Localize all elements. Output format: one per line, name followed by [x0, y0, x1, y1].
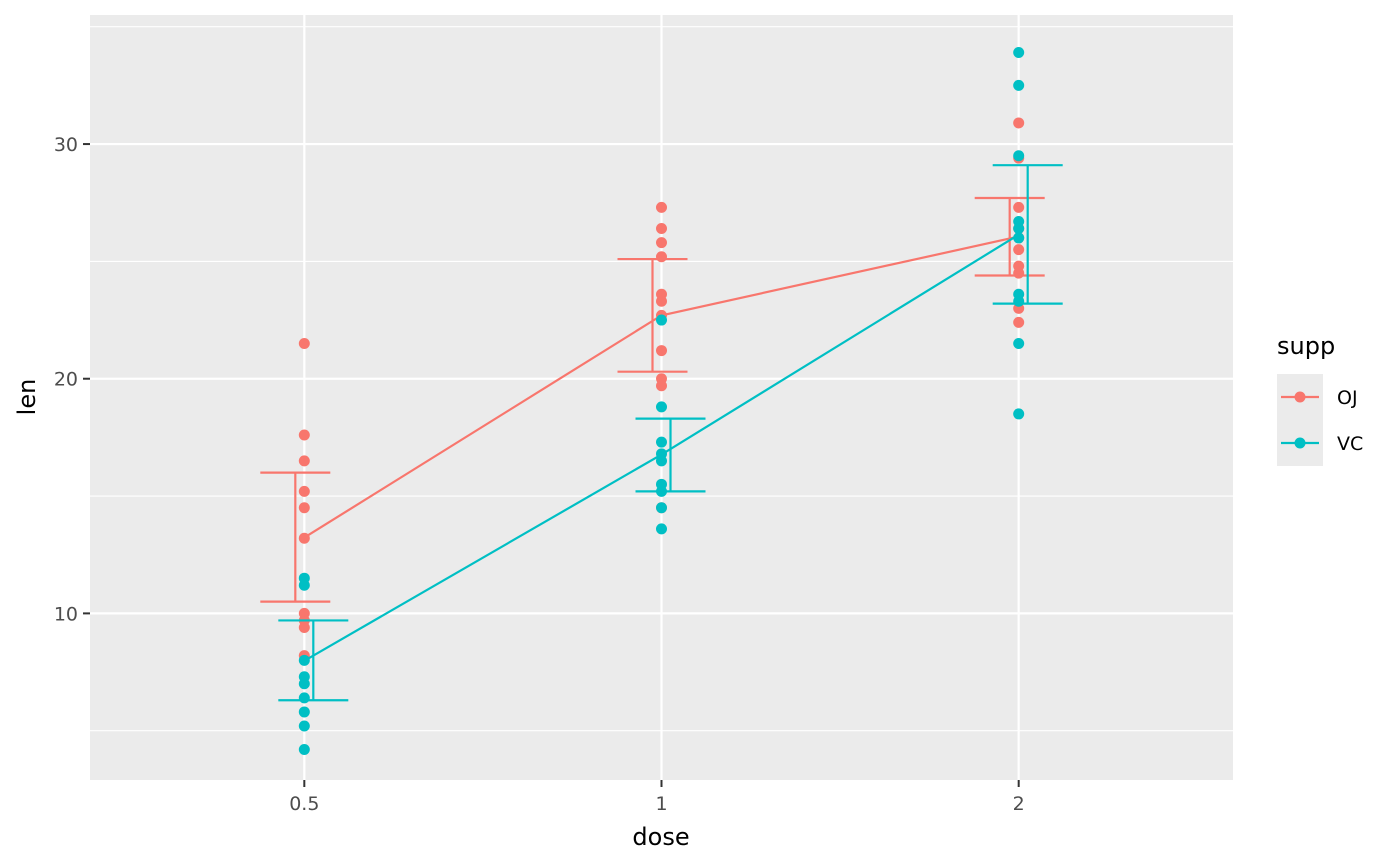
x-tick-label: 0.5: [289, 793, 319, 815]
data-point: [1013, 295, 1025, 307]
data-point: [298, 579, 310, 591]
data-point: [656, 223, 667, 235]
y-tick-label: 20: [54, 369, 78, 391]
data-point: [1013, 79, 1025, 91]
data-point: [656, 502, 667, 514]
data-point: [656, 523, 667, 535]
data-point: [656, 314, 667, 326]
legend-label: VC: [1337, 433, 1363, 455]
y-tick-label: 10: [54, 603, 78, 625]
data-point: [656, 201, 667, 213]
legend-key-point: [1294, 437, 1306, 449]
legend-label: OJ: [1337, 387, 1358, 409]
axis-ticks: 10 20 30 0.5 1 2: [54, 134, 1025, 815]
data-point: [656, 455, 667, 467]
error-bar: [635, 417, 706, 493]
error-bar: [974, 196, 1045, 277]
data-point: [656, 295, 667, 307]
x-axis-title: dose: [632, 823, 689, 851]
legend-key-VC: VC: [1277, 420, 1363, 466]
legend: supp OJ VC: [1277, 332, 1363, 466]
data-point: [656, 436, 667, 448]
x-tick-label: 2: [1013, 793, 1025, 815]
data-point: [1013, 408, 1025, 420]
legend-key-OJ: OJ: [1277, 374, 1358, 420]
data-point: [1013, 244, 1025, 256]
legend-title: supp: [1277, 332, 1335, 360]
data-point: [298, 621, 310, 633]
error-bar: [992, 164, 1063, 305]
error-bar: [617, 257, 688, 373]
error-bar: [260, 471, 331, 603]
data-point: [298, 485, 310, 497]
data-point: [298, 532, 310, 544]
legend-keys: OJ VC: [1277, 374, 1363, 466]
data-point: [656, 380, 667, 392]
data-point: [1013, 201, 1025, 213]
data-point: [656, 485, 667, 497]
data-point: [298, 743, 310, 755]
data-point: [298, 654, 310, 666]
data-point: [656, 401, 667, 413]
data-point: [298, 692, 310, 704]
series-layer: [260, 47, 1063, 755]
y-tick-label: 30: [54, 134, 78, 156]
data-point: [1013, 232, 1025, 244]
series-VC: [278, 47, 1063, 755]
error-bar: [278, 619, 349, 702]
data-point: [1013, 150, 1025, 162]
data-point: [298, 502, 310, 514]
data-point: [298, 720, 310, 732]
legend-key-point: [1294, 391, 1306, 403]
data-point: [1013, 267, 1025, 279]
data-point: [1013, 47, 1025, 59]
data-point: [298, 429, 310, 441]
y-axis-title: len: [13, 379, 41, 416]
data-point: [298, 678, 310, 690]
data-point: [298, 455, 310, 467]
data-point: [656, 237, 667, 249]
data-point: [1013, 338, 1025, 350]
x-tick-label: 1: [655, 793, 667, 815]
data-point: [1013, 316, 1025, 328]
data-point: [298, 706, 310, 718]
data-point: [298, 338, 310, 350]
data-point: [1013, 117, 1025, 129]
data-point: [656, 345, 667, 357]
data-point: [656, 251, 667, 263]
data-point: [1013, 223, 1025, 235]
